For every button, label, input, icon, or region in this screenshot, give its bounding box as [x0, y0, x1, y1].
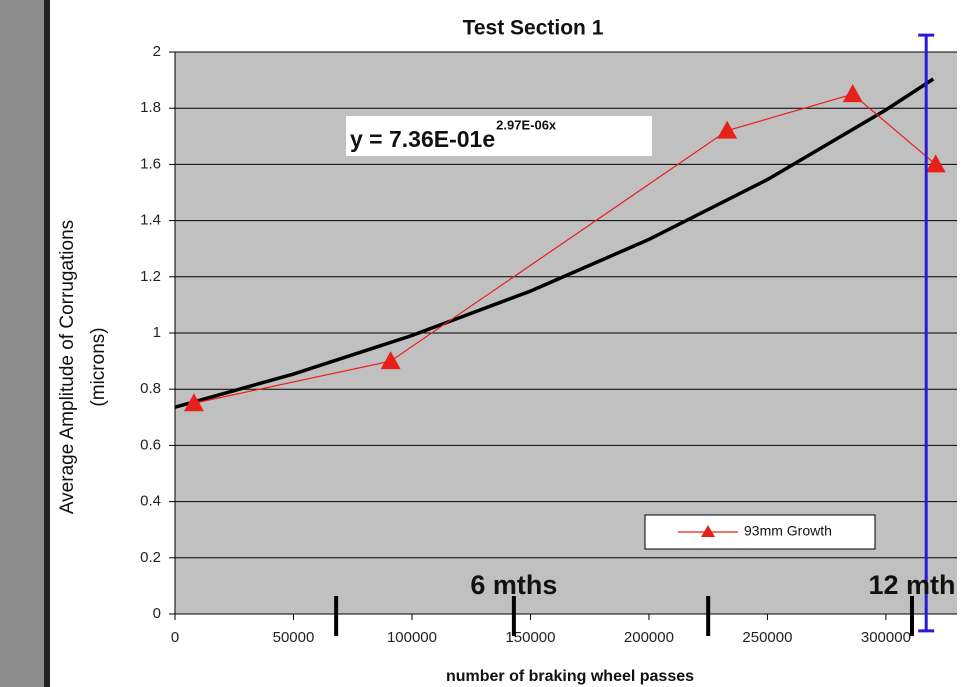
- x-tick-label: 100000: [387, 629, 437, 646]
- point-marker: [380, 351, 401, 370]
- point-marker: [925, 154, 946, 173]
- x-tick-label: 200000: [624, 629, 674, 646]
- legend-label: 93mm Growth: [744, 523, 832, 539]
- y-axis-label: Average Amplitude of Corrugations: [57, 220, 78, 514]
- y-tick-label: 1.4: [140, 212, 161, 229]
- x-tick-label: 50000: [273, 629, 315, 646]
- y-tick-label: 1.2: [140, 268, 161, 285]
- x-tick-label: 150000: [505, 629, 555, 646]
- y-tick-label: 1.8: [140, 99, 161, 116]
- y-tick-label: 2: [153, 43, 161, 60]
- point-marker: [717, 120, 738, 139]
- x-tick-label: 250000: [742, 629, 792, 646]
- point-marker: [842, 84, 863, 103]
- y-tick-label: 0.2: [140, 549, 161, 566]
- equation-text: y = 7.36E-01e: [350, 126, 495, 152]
- point-marker: [183, 393, 204, 412]
- side-strip: [0, 0, 44, 687]
- x-axis-label: number of braking wheel passes: [446, 668, 694, 685]
- trendline: [174, 77, 935, 409]
- legend-marker: [701, 525, 715, 537]
- y-tick-label: 0.6: [140, 436, 161, 453]
- legend: 93mm Growth: [644, 514, 876, 550]
- x-tick-label: 0: [171, 629, 179, 646]
- y-tick-label: 0: [153, 605, 161, 622]
- annotation: 12 mth: [868, 570, 955, 600]
- y-tick-label: 1.6: [140, 155, 161, 172]
- y-tick-label: 0.8: [140, 380, 161, 397]
- x-tick-label: 300000: [861, 629, 911, 646]
- y-tick-label: 1: [153, 324, 161, 341]
- y-axis-label: (microns): [88, 327, 109, 406]
- side-border: [44, 0, 50, 687]
- y-tick-label: 0.4: [140, 493, 161, 510]
- equation-exponent: 2.97E-06x: [496, 117, 557, 132]
- chart-title: Test Section 1: [463, 17, 604, 40]
- annotation: 6 mths: [470, 570, 557, 600]
- equation-box: [346, 116, 652, 156]
